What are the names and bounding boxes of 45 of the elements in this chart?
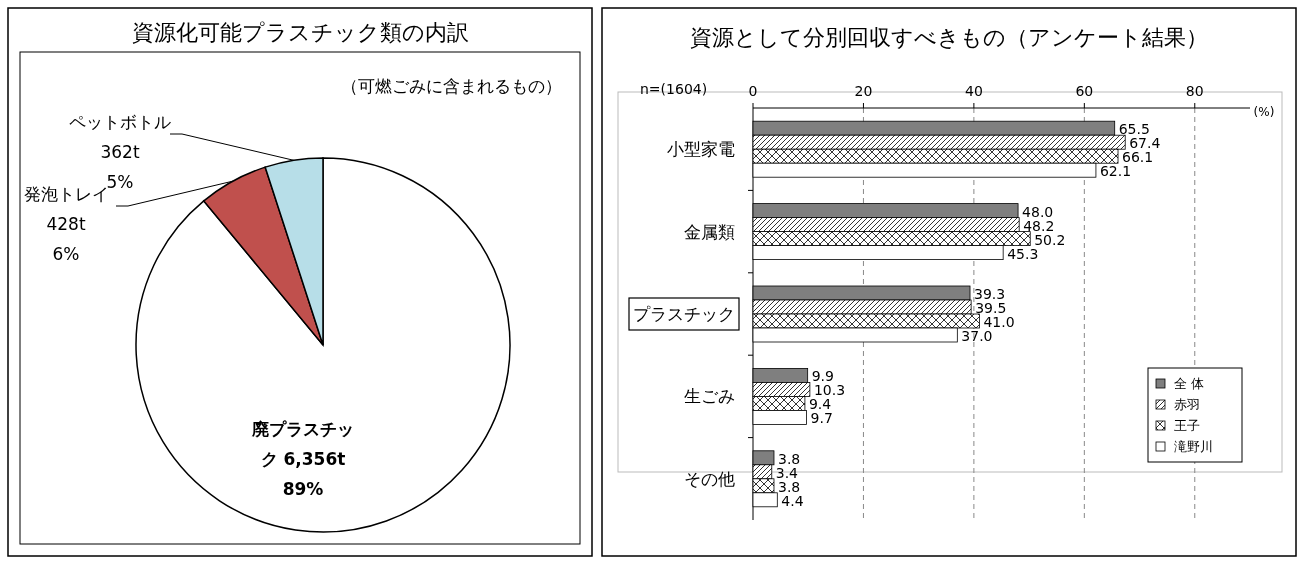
slice-label: ペットボトル 362t: [69, 112, 171, 162]
x-tick-label: 40: [964, 83, 983, 99]
data-label: 3.8: [777, 478, 801, 495]
y-tick-label: その他: [684, 468, 735, 489]
data-label: 9.4: [808, 396, 832, 413]
data-label: 66.1: [1122, 149, 1154, 166]
legend-label: 赤羽: [1174, 397, 1200, 412]
x-tick-label: 80: [1185, 83, 1204, 99]
data-label: 4.4: [781, 492, 804, 509]
y-tick-label: 小型家電: [667, 139, 735, 160]
y-tick-label: 生ごみ: [684, 386, 735, 407]
data-label: 89%: [282, 479, 324, 499]
data-label: 6%: [52, 244, 80, 264]
data-label: 3.8: [777, 450, 801, 467]
slice-label: 廃プラスチック 6,356t: [251, 419, 354, 469]
y-tick-label: プラスチック: [633, 304, 735, 324]
data-label: 9.9: [811, 368, 834, 385]
data-label: 45.3: [1007, 245, 1039, 262]
legend-label: 全 体: [1174, 376, 1205, 391]
data-label: 67.4: [1129, 135, 1161, 152]
x-tick-label: 0: [748, 83, 758, 99]
data-label: 9.7: [810, 410, 833, 427]
data-label: 10.3: [813, 382, 846, 399]
text: n=(1604): [640, 81, 708, 97]
x-tick-label: 20: [854, 83, 873, 99]
slice-label: 発泡トレイ 428t: [23, 184, 109, 234]
chart-title: 資源化可能プラスチック類の内訳: [131, 20, 469, 45]
legend-label: 滝野川: [1174, 439, 1213, 454]
data-label: 65.5: [1118, 121, 1150, 138]
data-label: 39.3: [974, 286, 1006, 302]
data-label: 48.0: [1022, 203, 1054, 220]
data-label: 39.5: [975, 300, 1007, 316]
data-label: 3.4: [775, 464, 799, 481]
data-label: 62.1: [1099, 163, 1132, 180]
legend-label: 王子: [1174, 418, 1200, 433]
x-tick-label: 60: [1075, 83, 1094, 99]
data-label: 50.2: [1034, 231, 1066, 248]
y-tick-label: 金属類: [684, 221, 735, 242]
data-label: 37.0: [961, 328, 993, 344]
data-label: 5%: [106, 172, 134, 192]
data-label: 48.2: [1023, 217, 1055, 234]
x-axis-title: (%): [1253, 105, 1275, 119]
text: （可燃ごみに含まれるもの）: [341, 76, 562, 96]
data-label: 41.0: [983, 314, 1015, 330]
chart-title: 資源として分別回収すべきもの（アンケート結果）: [690, 25, 1208, 50]
